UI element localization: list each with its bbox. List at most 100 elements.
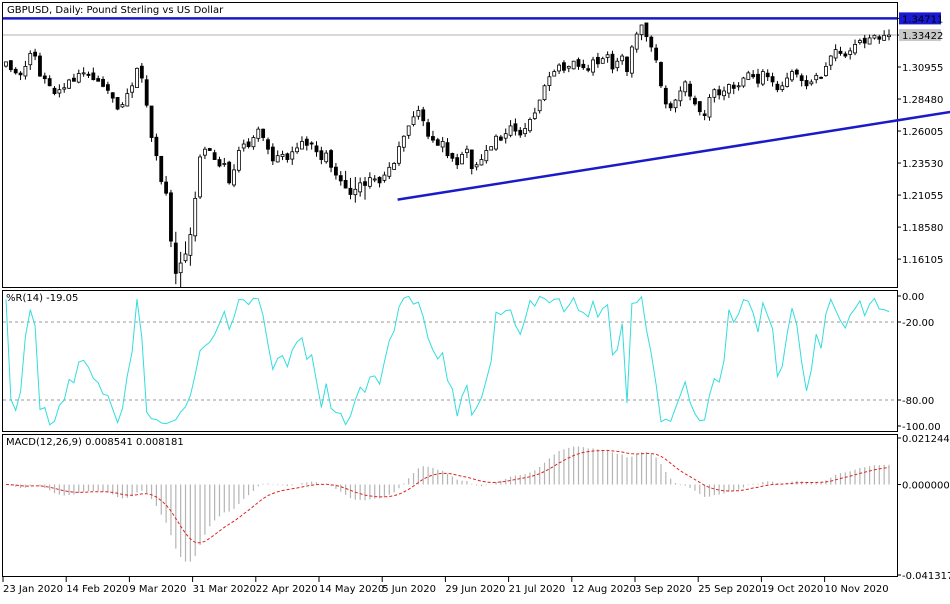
support-trendline — [397, 110, 950, 201]
candle — [300, 136, 304, 150]
candle — [712, 88, 717, 103]
candle-body-up — [465, 148, 469, 154]
candle — [251, 135, 256, 150]
candle-body-down — [775, 83, 780, 91]
candle — [697, 101, 702, 116]
candle-body-down — [431, 136, 435, 141]
candle-body-up — [367, 177, 372, 187]
candle-body-up — [440, 141, 445, 148]
candle — [591, 56, 595, 76]
x-tick-label: 19 Oct 2020 — [761, 584, 823, 595]
candle — [489, 146, 494, 151]
candle-body-down — [756, 73, 760, 84]
candle-body-down — [562, 62, 566, 71]
price-tick-label: 1.28480 — [902, 95, 943, 106]
candle-body-down — [804, 80, 809, 87]
candle-body-up — [275, 155, 280, 163]
candle — [178, 251, 183, 288]
candle — [188, 227, 193, 266]
candle — [169, 189, 173, 248]
candle-body-up — [183, 253, 188, 262]
candle — [746, 70, 751, 80]
candle-body-up — [251, 137, 256, 148]
candle-body-up — [23, 65, 28, 77]
candle — [523, 122, 528, 137]
macd-tick-label: 0.000000 — [902, 481, 950, 492]
candle — [149, 105, 154, 142]
candle-body-up — [537, 99, 542, 112]
candle-body-down — [115, 97, 120, 110]
candle — [693, 95, 697, 106]
candle — [198, 154, 202, 200]
candle-body-down — [668, 103, 673, 109]
candle-body-up — [401, 135, 406, 148]
candle — [47, 75, 52, 87]
candle-body-down — [426, 122, 430, 137]
candle-body-up — [629, 46, 634, 74]
candle-body-down — [794, 69, 799, 75]
x-tick-label: 9 Mar 2020 — [129, 584, 186, 595]
candle — [304, 136, 309, 151]
price-tick-label: 1.16105 — [902, 255, 943, 266]
candle-body-up — [882, 34, 887, 41]
candle-body-up — [358, 182, 363, 193]
candle-body-up — [203, 148, 207, 156]
candle-body-down — [96, 78, 101, 82]
candle-body-down — [72, 77, 76, 82]
candle-body-down — [266, 139, 270, 150]
candle — [363, 176, 367, 200]
candle — [324, 150, 329, 164]
candle-body-down — [270, 146, 275, 162]
candle — [139, 63, 144, 83]
candle — [872, 34, 877, 40]
candle — [314, 141, 319, 157]
candle-body-up — [746, 72, 751, 80]
candle-body-up — [591, 59, 595, 73]
candle-body-down — [693, 97, 697, 105]
x-tick-label: 21 Jul 2020 — [509, 584, 566, 595]
candle-body-down — [644, 22, 649, 38]
candle-body-down — [838, 50, 843, 54]
candle — [67, 78, 71, 90]
candle — [508, 120, 513, 138]
candle — [450, 152, 455, 162]
candle-body-down — [717, 89, 722, 96]
x-tick-label: 3 Sep 2020 — [635, 584, 692, 595]
candle-body-up — [67, 79, 71, 89]
candle-body-down — [8, 60, 13, 71]
candle-body-down — [688, 83, 692, 97]
candle-body-up — [193, 197, 198, 237]
candle-body-up — [639, 24, 644, 36]
candle — [809, 79, 814, 86]
candle-body-up — [557, 64, 561, 72]
candle — [91, 67, 96, 81]
chart-title: GBPUSD, Daily: Pound Sterling vs US Doll… — [7, 5, 224, 16]
candle-body-down — [304, 138, 309, 146]
candle-body-up — [741, 77, 746, 87]
candle — [319, 146, 324, 165]
macd-signal-line — [5, 449, 890, 544]
price-tick-label: 1.23530 — [902, 159, 943, 170]
candle — [887, 29, 891, 41]
candle-body-down — [47, 78, 52, 87]
candle — [309, 141, 314, 150]
candle — [571, 60, 576, 70]
candle-body-down — [348, 187, 353, 195]
candle — [532, 107, 537, 121]
candle — [372, 175, 377, 183]
candle-body-up — [828, 55, 833, 66]
candle — [261, 128, 266, 142]
current-price-label-box — [899, 29, 941, 42]
candle-body-up — [484, 150, 489, 162]
candle-body-up — [600, 58, 605, 64]
candle — [13, 67, 18, 75]
candle-body-up — [130, 85, 135, 93]
candle-body-up — [57, 89, 62, 94]
candle-body-up — [785, 77, 790, 87]
resistance-label-box — [899, 12, 941, 25]
candle — [770, 72, 775, 87]
candle — [731, 81, 736, 95]
candle-body-down — [309, 142, 314, 145]
candle — [804, 75, 809, 90]
